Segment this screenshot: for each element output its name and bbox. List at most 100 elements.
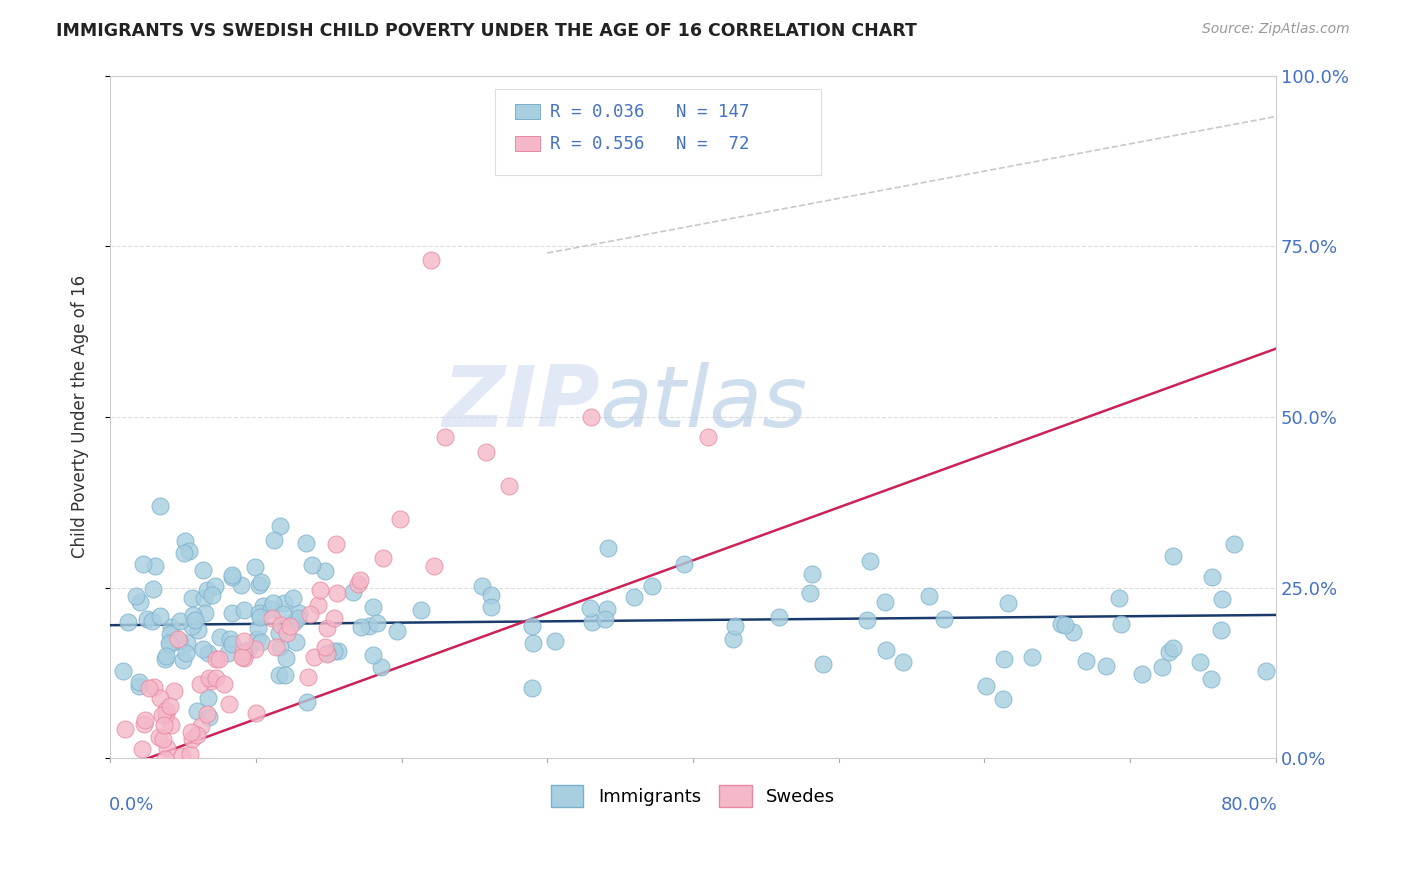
Text: 80.0%: 80.0% <box>1220 796 1277 814</box>
Point <box>434 430 457 444</box>
Point <box>284 634 307 648</box>
Point <box>197 671 219 685</box>
Text: R = 0.036   N = 147: R = 0.036 N = 147 <box>550 103 749 120</box>
Point <box>159 627 181 641</box>
Point <box>125 589 148 603</box>
Point <box>350 620 373 634</box>
Point <box>200 673 222 688</box>
Point <box>155 648 177 663</box>
Point <box>197 691 219 706</box>
Point <box>322 611 344 625</box>
Point <box>247 607 270 621</box>
Point <box>260 602 283 616</box>
Point <box>475 444 498 458</box>
Point <box>316 646 339 660</box>
Point <box>598 541 620 555</box>
Point <box>1189 655 1212 669</box>
Point <box>288 606 311 620</box>
Point <box>544 634 567 648</box>
Point <box>314 564 336 578</box>
Point <box>193 641 215 656</box>
Point <box>159 698 181 713</box>
Point <box>174 646 197 660</box>
Point <box>112 665 135 679</box>
Point <box>385 624 408 639</box>
Point <box>1050 616 1073 631</box>
Point <box>134 717 156 731</box>
Point <box>1211 591 1233 606</box>
Point <box>208 630 231 644</box>
Point <box>721 632 744 646</box>
Point <box>235 645 257 659</box>
Point <box>191 563 214 577</box>
Point <box>190 718 212 732</box>
Point <box>287 611 309 625</box>
Point <box>811 657 834 671</box>
Point <box>181 607 204 622</box>
Point <box>186 728 208 742</box>
Point <box>152 731 174 746</box>
Point <box>295 536 318 550</box>
Point <box>370 660 392 674</box>
Point <box>596 602 619 616</box>
Point <box>184 614 207 628</box>
Point <box>160 717 183 731</box>
Point <box>173 546 195 560</box>
Point <box>142 582 165 596</box>
Point <box>918 589 941 603</box>
Point <box>361 599 384 614</box>
Point <box>328 644 350 658</box>
Point <box>891 655 914 669</box>
Point <box>169 633 191 648</box>
Point <box>1254 664 1277 678</box>
Text: R = 0.556   N =  72: R = 0.556 N = 72 <box>550 135 749 153</box>
Point <box>696 430 718 444</box>
Point <box>201 588 224 602</box>
Point <box>308 583 330 598</box>
Point <box>221 568 243 582</box>
Point <box>157 636 180 650</box>
Point <box>204 579 226 593</box>
Point <box>260 611 283 625</box>
Point <box>1130 666 1153 681</box>
Point <box>197 646 219 660</box>
Point <box>221 570 243 584</box>
Point <box>498 479 520 493</box>
Point <box>179 544 201 558</box>
Point <box>359 619 381 633</box>
Point <box>314 640 336 654</box>
Point <box>205 652 228 666</box>
Point <box>245 706 267 720</box>
Text: Source: ZipAtlas.com: Source: ZipAtlas.com <box>1202 22 1350 37</box>
Point <box>800 566 823 581</box>
Point <box>875 643 897 657</box>
Point <box>141 759 163 773</box>
Point <box>1021 650 1043 665</box>
Point <box>180 619 202 633</box>
Point <box>520 619 543 633</box>
Point <box>117 615 139 630</box>
Point <box>578 601 600 615</box>
Point <box>114 722 136 736</box>
Point <box>246 621 269 635</box>
Point <box>302 650 325 665</box>
Point <box>143 559 166 574</box>
Point <box>159 620 181 634</box>
Point <box>188 676 211 690</box>
Point <box>1109 617 1132 632</box>
Point <box>301 558 323 573</box>
Point <box>269 519 291 533</box>
Point <box>411 602 433 616</box>
Point <box>231 650 253 665</box>
Point <box>479 600 502 615</box>
Point <box>266 640 288 654</box>
Point <box>103 764 125 778</box>
Point <box>252 599 274 614</box>
Point <box>993 692 1015 706</box>
Point <box>249 574 271 589</box>
Point <box>1199 673 1222 687</box>
Point <box>172 652 194 666</box>
Point <box>856 613 879 627</box>
Point <box>246 632 269 647</box>
Point <box>176 636 198 650</box>
